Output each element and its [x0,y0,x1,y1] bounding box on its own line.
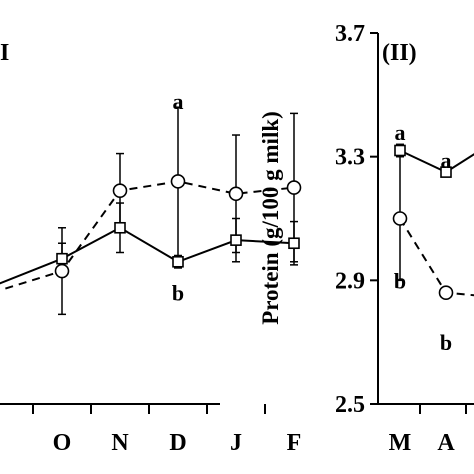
x-tick-label: N [111,430,129,456]
significance-letter: b [394,268,406,293]
significance-letter: a [441,148,452,173]
square-marker [394,144,406,157]
significance-letter: a [173,89,184,114]
right-series-lines [399,149,474,297]
square-marker [230,234,242,246]
right-markers [392,144,454,301]
circle-marker [112,183,128,198]
circle-marker [286,180,302,195]
x-tick-label: J [230,430,242,456]
right-y-ticks: 3.7 3.3 2.9 2.5 [335,21,378,418]
x-tick-label: M [389,430,412,456]
series-line-square [399,149,474,174]
left-series-lines [0,180,295,292]
right-annotations: a a b b [394,120,452,355]
significance-letter: a [395,120,406,145]
y-axis-title: Protein (g/100 g milk) [258,111,283,325]
left-panel-label: I [0,40,9,66]
square-marker [288,237,300,250]
left-markers [54,174,302,279]
series-line-circle [399,217,474,297]
significance-letter: b [440,330,452,355]
circle-marker [170,174,186,189]
square-marker [440,166,452,178]
right-panel-label: (II) [382,40,417,66]
x-tick-label: F [287,430,302,456]
left-annotations: ab [172,89,184,306]
circle-marker [392,211,408,226]
square-marker [114,221,126,234]
y-tick-label: 2.9 [335,268,365,294]
series-line-circle [0,180,295,292]
significance-letter: b [172,281,184,306]
x-tick-label: D [169,430,186,456]
circle-marker [438,285,454,301]
x-tick-label: O [53,430,72,456]
y-tick-label: 3.7 [335,21,365,47]
circle-marker [54,263,70,279]
y-tick-label: 3.3 [335,145,365,171]
right-panel: Protein (g/100 g milk) 3.7 3.3 2.9 2.5 (II)… [258,21,474,456]
x-tick-label: A [437,430,455,456]
square-marker [172,255,184,268]
circle-marker [228,186,244,202]
square-marker [56,252,68,265]
series-line-square [0,226,295,285]
y-tick-label: 2.5 [335,392,365,418]
